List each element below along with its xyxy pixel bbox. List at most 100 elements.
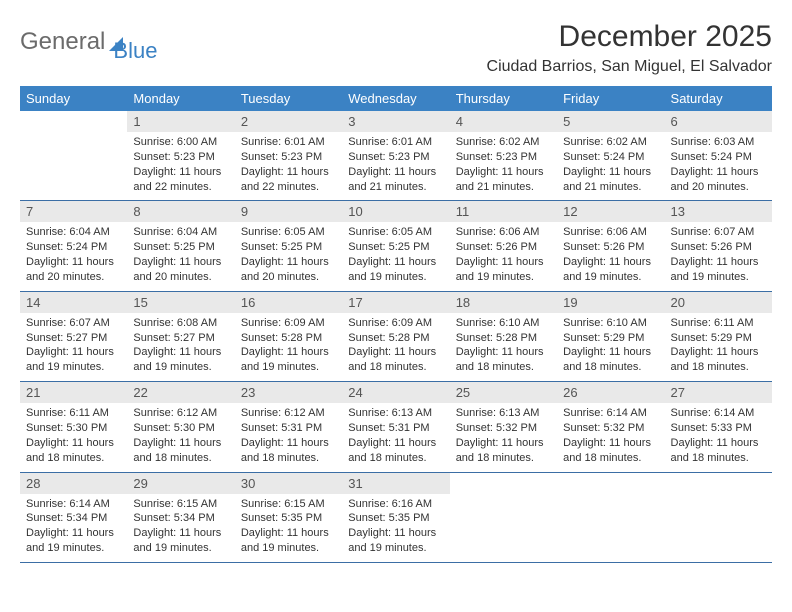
calendar-week-row: 21Sunrise: 6:11 AMSunset: 5:30 PMDayligh… xyxy=(20,382,772,472)
sunrise-text: Sunrise: 6:00 AM xyxy=(133,135,228,150)
daylight-text: Daylight: 11 hours and 19 minutes. xyxy=(241,345,336,375)
daylight-text: Daylight: 11 hours and 20 minutes. xyxy=(671,165,766,195)
day-details: Sunrise: 6:04 AMSunset: 5:25 PMDaylight:… xyxy=(127,222,234,290)
calendar-day-cell: 17Sunrise: 6:09 AMSunset: 5:28 PMDayligh… xyxy=(342,291,449,381)
calendar-day-cell: 13Sunrise: 6:07 AMSunset: 5:26 PMDayligh… xyxy=(665,201,772,291)
day-number: 5 xyxy=(557,111,664,132)
sunrise-text: Sunrise: 6:12 AM xyxy=(133,406,228,421)
calendar-day-cell: 24Sunrise: 6:13 AMSunset: 5:31 PMDayligh… xyxy=(342,382,449,472)
calendar-day-cell: 9Sunrise: 6:05 AMSunset: 5:25 PMDaylight… xyxy=(235,201,342,291)
day-details: Sunrise: 6:13 AMSunset: 5:32 PMDaylight:… xyxy=(450,403,557,471)
weekday-header: Monday xyxy=(127,86,234,111)
day-number: 31 xyxy=(342,473,449,494)
weekday-header: Thursday xyxy=(450,86,557,111)
daylight-text: Daylight: 11 hours and 19 minutes. xyxy=(348,255,443,285)
sunrise-text: Sunrise: 6:06 AM xyxy=(563,225,658,240)
calendar-week-row: 14Sunrise: 6:07 AMSunset: 5:27 PMDayligh… xyxy=(20,291,772,381)
daylight-text: Daylight: 11 hours and 18 minutes. xyxy=(456,345,551,375)
sunrise-text: Sunrise: 6:14 AM xyxy=(671,406,766,421)
logo-text-general: General xyxy=(20,28,105,56)
sunset-text: Sunset: 5:27 PM xyxy=(26,331,121,346)
sunrise-text: Sunrise: 6:16 AM xyxy=(348,497,443,512)
sunrise-text: Sunrise: 6:14 AM xyxy=(563,406,658,421)
day-number: 10 xyxy=(342,201,449,222)
daylight-text: Daylight: 11 hours and 19 minutes. xyxy=(563,255,658,285)
day-number: 12 xyxy=(557,201,664,222)
sunrise-text: Sunrise: 6:11 AM xyxy=(671,316,766,331)
sunrise-text: Sunrise: 6:04 AM xyxy=(26,225,121,240)
calendar-day-cell: 10 Sunrise: 6:05 AMSunset: 5:25 PMDayligh… xyxy=(342,201,449,291)
logo-text-blue: Blue xyxy=(113,20,157,64)
calendar-day-cell: 18Sunrise: 6:10 AMSunset: 5:28 PMDayligh… xyxy=(450,291,557,381)
weekday-header: Sunday xyxy=(20,86,127,111)
day-number: 23 xyxy=(235,382,342,403)
calendar-day-cell: 8Sunrise: 6:04 AMSunset: 5:25 PMDaylight… xyxy=(127,201,234,291)
day-number: 25 xyxy=(450,382,557,403)
day-number: 17 xyxy=(342,292,449,313)
sunrise-text: Sunrise: 6:09 AM xyxy=(241,316,336,331)
calendar-day-cell xyxy=(450,472,557,562)
sunset-text: Sunset: 5:25 PM xyxy=(133,240,228,255)
sunrise-text: Sunrise: 6:10 AM xyxy=(456,316,551,331)
calendar-day-cell: 31Sunrise: 6:16 AMSunset: 5:35 PMDayligh… xyxy=(342,472,449,562)
daylight-text: Daylight: 11 hours and 21 minutes. xyxy=(563,165,658,195)
sunrise-text: Sunrise: 6:01 AM xyxy=(241,135,336,150)
calendar-day-cell: 16Sunrise: 6:09 AMSunset: 5:28 PMDayligh… xyxy=(235,291,342,381)
calendar-day-cell: 26Sunrise: 6:14 AMSunset: 5:32 PMDayligh… xyxy=(557,382,664,472)
calendar-week-row: 28Sunrise: 6:14 AMSunset: 5:34 PMDayligh… xyxy=(20,472,772,562)
calendar-day-cell: 15Sunrise: 6:08 AMSunset: 5:27 PMDayligh… xyxy=(127,291,234,381)
day-number: 14 xyxy=(20,292,127,313)
sunset-text: Sunset: 5:24 PM xyxy=(563,150,658,165)
day-number: 27 xyxy=(665,382,772,403)
sunset-text: Sunset: 5:33 PM xyxy=(671,421,766,436)
weekday-header: Tuesday xyxy=(235,86,342,111)
day-number: 28 xyxy=(20,473,127,494)
daylight-text: Daylight: 11 hours and 18 minutes. xyxy=(563,436,658,466)
sunset-text: Sunset: 5:24 PM xyxy=(26,240,121,255)
sunset-text: Sunset: 5:25 PM xyxy=(348,240,443,255)
sunset-text: Sunset: 5:23 PM xyxy=(456,150,551,165)
sunrise-text: Sunrise: 6:13 AM xyxy=(456,406,551,421)
day-number: 15 xyxy=(127,292,234,313)
sunrise-text: Sunrise: 6:05 AM xyxy=(241,225,336,240)
calendar-day-cell: 22Sunrise: 6:12 AMSunset: 5:30 PMDayligh… xyxy=(127,382,234,472)
daylight-text: Daylight: 11 hours and 20 minutes. xyxy=(241,255,336,285)
day-details: Sunrise: 6:14 AMSunset: 5:32 PMDaylight:… xyxy=(557,403,664,471)
sunset-text: Sunset: 5:31 PM xyxy=(348,421,443,436)
daylight-text: Daylight: 11 hours and 20 minutes. xyxy=(26,255,121,285)
day-details: Sunrise: 6:03 AMSunset: 5:24 PMDaylight:… xyxy=(665,132,772,200)
calendar-day-cell: 5Sunrise: 6:02 AMSunset: 5:24 PMDaylight… xyxy=(557,111,664,201)
day-details: Sunrise: 6:14 AMSunset: 5:33 PMDaylight:… xyxy=(665,403,772,471)
daylight-text: Daylight: 11 hours and 19 minutes. xyxy=(133,526,228,556)
sunrise-text: Sunrise: 6:13 AM xyxy=(348,406,443,421)
day-details: Sunrise: 6:10 AMSunset: 5:29 PMDaylight:… xyxy=(557,313,664,381)
day-details: Sunrise: 6:02 AMSunset: 5:23 PMDaylight:… xyxy=(450,132,557,200)
daylight-text: Daylight: 11 hours and 22 minutes. xyxy=(241,165,336,195)
daylight-text: Daylight: 11 hours and 22 minutes. xyxy=(133,165,228,195)
sunrise-text: Sunrise: 6:15 AM xyxy=(241,497,336,512)
daylight-text: Daylight: 11 hours and 18 minutes. xyxy=(348,436,443,466)
calendar-day-cell: 25Sunrise: 6:13 AMSunset: 5:32 PMDayligh… xyxy=(450,382,557,472)
day-details: Sunrise: 6:06 AMSunset: 5:26 PMDaylight:… xyxy=(557,222,664,290)
day-number: 9 xyxy=(235,201,342,222)
calendar-day-cell: 7Sunrise: 6:04 AMSunset: 5:24 PMDaylight… xyxy=(20,201,127,291)
calendar-day-cell: 11Sunrise: 6:06 AMSunset: 5:26 PMDayligh… xyxy=(450,201,557,291)
sunrise-text: Sunrise: 6:05 AM xyxy=(348,225,443,240)
sunset-text: Sunset: 5:23 PM xyxy=(348,150,443,165)
daylight-text: Daylight: 11 hours and 18 minutes. xyxy=(348,345,443,375)
sunrise-text: Sunrise: 6:07 AM xyxy=(671,225,766,240)
daylight-text: Daylight: 11 hours and 21 minutes. xyxy=(456,165,551,195)
calendar-day-cell: 4Sunrise: 6:02 AMSunset: 5:23 PMDaylight… xyxy=(450,111,557,201)
daylight-text: Daylight: 11 hours and 18 minutes. xyxy=(563,345,658,375)
day-number: 4 xyxy=(450,111,557,132)
calendar-day-cell: 23Sunrise: 6:12 AMSunset: 5:31 PMDayligh… xyxy=(235,382,342,472)
sunset-text: Sunset: 5:27 PM xyxy=(133,331,228,346)
sunset-text: Sunset: 5:32 PM xyxy=(563,421,658,436)
day-details: Sunrise: 6:02 AMSunset: 5:24 PMDaylight:… xyxy=(557,132,664,200)
sunrise-text: Sunrise: 6:11 AM xyxy=(26,406,121,421)
day-details: Sunrise: 6:01 AMSunset: 5:23 PMDaylight:… xyxy=(235,132,342,200)
day-number: 20 xyxy=(665,292,772,313)
day-details: Sunrise: 6:09 AMSunset: 5:28 PMDaylight:… xyxy=(235,313,342,381)
daylight-text: Daylight: 11 hours and 21 minutes. xyxy=(348,165,443,195)
daylight-text: Daylight: 11 hours and 19 minutes. xyxy=(26,345,121,375)
